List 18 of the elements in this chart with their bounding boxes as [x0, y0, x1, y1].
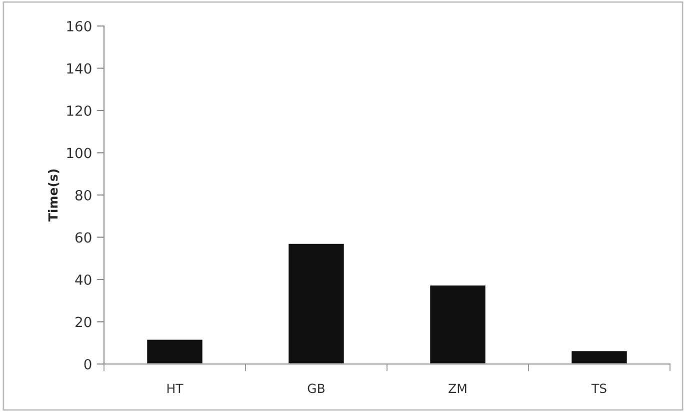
y-tick-label: 140: [67, 63, 92, 74]
y-axis-title: Time(s): [48, 169, 60, 222]
bar: [146, 338, 204, 364]
y-tick-label: 60: [75, 232, 92, 243]
y-tick-label: 20: [76, 316, 92, 328]
y-tick-label: 120: [67, 105, 92, 116]
y-tick-label: 40: [75, 274, 92, 285]
x-tick-label: TS: [591, 384, 606, 394]
y-tick-label: 160: [67, 20, 92, 32]
y-tick-label: 0: [84, 358, 92, 370]
x-tick-label: GB: [308, 384, 324, 394]
bar: [287, 242, 346, 364]
x-tick-label: HT: [167, 384, 184, 393]
y-tick-label: 100: [67, 148, 92, 158]
bar: [570, 350, 628, 364]
y-tick-label: 80: [75, 190, 92, 200]
bar: [428, 284, 487, 364]
x-tick-label: ZM: [448, 384, 466, 393]
